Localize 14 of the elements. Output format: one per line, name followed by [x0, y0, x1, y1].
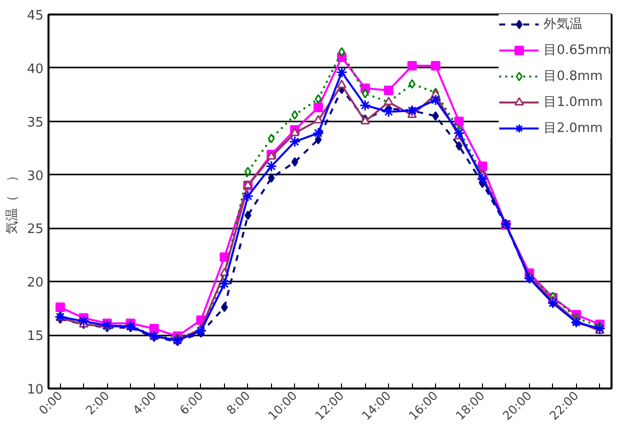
- legend-label: 目1.0mm: [544, 94, 603, 111]
- y-axis-title: 気温（ ）: [4, 169, 19, 234]
- y-tick-label: 15: [26, 329, 44, 344]
- legend-label: 目0.65mm: [544, 42, 611, 59]
- y-tick-label: 20: [26, 276, 44, 291]
- y-tick-label: 10: [26, 382, 44, 398]
- y-tick-label: 35: [26, 115, 44, 130]
- legend-label: 目2.0mm: [544, 120, 603, 137]
- legend-label: 目0.8mm: [544, 68, 603, 85]
- y-tick-label: 40: [26, 62, 44, 77]
- y-tick-label: 45: [26, 8, 44, 24]
- legend-label: 外気温: [544, 16, 583, 33]
- y-tick-label: 30: [26, 168, 44, 184]
- y-tick-label: 25: [26, 222, 44, 238]
